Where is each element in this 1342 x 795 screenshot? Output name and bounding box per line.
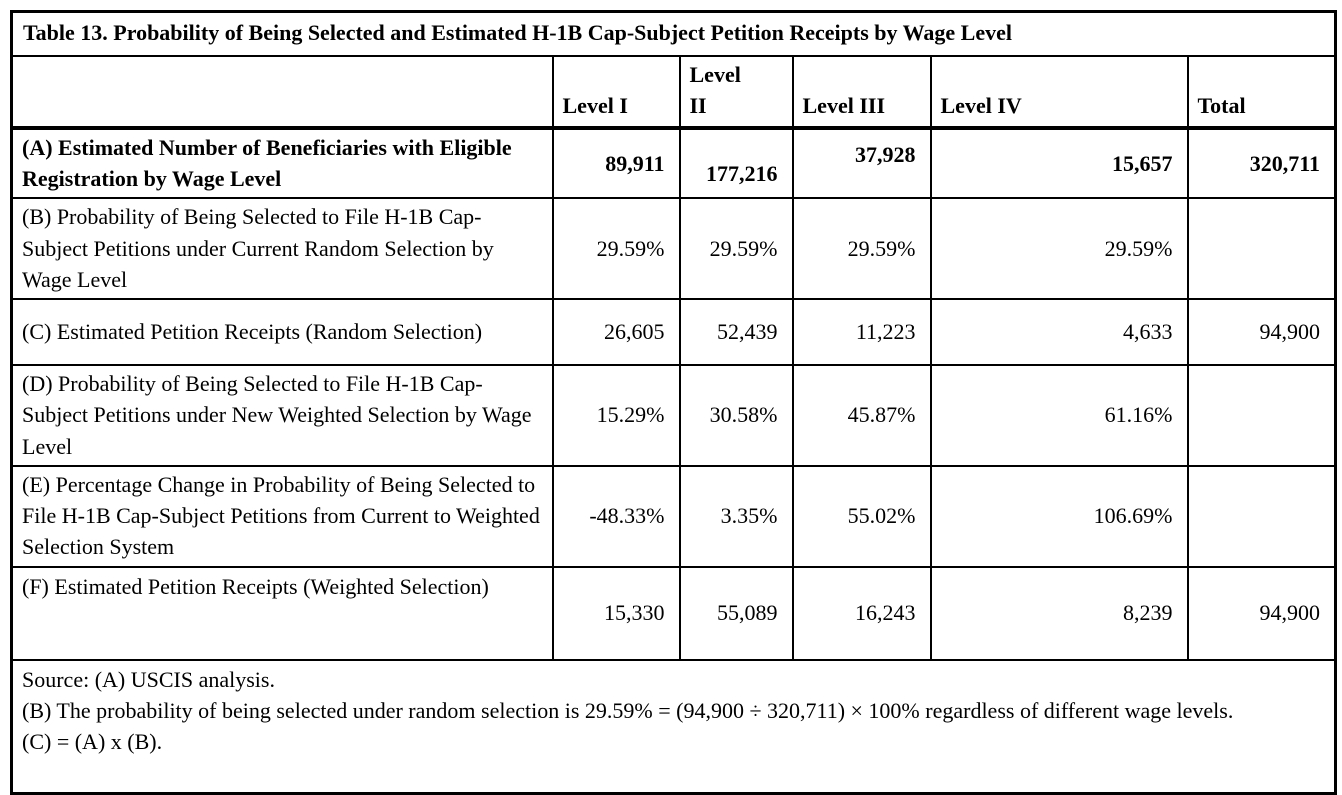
- row-f-total-value: 94,900: [1186, 565, 1337, 661]
- column-header-level-iv: Level IV: [929, 54, 1189, 130]
- row-c-level-iv-value: 4,633: [929, 298, 1189, 367]
- row-d-level-ii-value: 30.58%: [678, 364, 794, 467]
- row-a-level-i-value: 89,911: [551, 126, 681, 200]
- row-b-level-iv-value: 29.59%: [929, 197, 1189, 301]
- row-f-level-iv-value: 8,239: [929, 565, 1189, 661]
- source-line-1: Source: (A) USCIS analysis.: [22, 666, 275, 692]
- row-f-level-i-value: 15,330: [551, 565, 681, 661]
- row-a-level-ii-value: 177,216: [678, 126, 794, 200]
- row-d-total-value: [1186, 364, 1337, 467]
- row-e-level-iii-value: 55.02%: [791, 464, 932, 568]
- row-b-total-value: [1186, 197, 1337, 301]
- source-line-2: (B) The probability of being selected un…: [22, 697, 1234, 723]
- column-header-level-i: Level I: [551, 54, 681, 130]
- row-a-level-iv-value: 15,657: [929, 126, 1189, 200]
- row-a-level-iii-value: 37,928: [791, 126, 932, 200]
- row-b-level-i-value: 29.59%: [551, 197, 681, 301]
- row-e-level-i-value: -48.33%: [551, 464, 681, 568]
- table-header-row: Level I Level II Level III Level IV Tota…: [10, 54, 1337, 130]
- table-row-e: (E) Percentage Change in Probability of …: [10, 464, 1337, 568]
- row-b-level-iii-value: 29.59%: [791, 197, 932, 301]
- table-row-d: (D) Probability of Being Selected to Fil…: [10, 364, 1337, 467]
- column-header-level-iii: Level III: [791, 54, 932, 130]
- row-d-level-iii-value: 45.87%: [791, 364, 932, 467]
- row-a-total-value: 320,711: [1186, 126, 1337, 200]
- row-f-label: (F) Estimated Petition Receipts (Weighte…: [10, 565, 554, 661]
- row-e-level-iv-value: 106.69%: [929, 464, 1189, 568]
- row-d-label: (D) Probability of Being Selected to Fil…: [10, 364, 554, 467]
- row-c-level-i-value: 26,605: [551, 298, 681, 367]
- table-row-b: (B) Probability of Being Selected to Fil…: [10, 197, 1337, 301]
- source-line-3: (C) = (A) x (B).: [22, 729, 163, 755]
- row-f-level-iii-value: 16,243: [791, 565, 932, 661]
- row-c-label: (C) Estimated Petition Receipts (Random …: [10, 298, 554, 367]
- column-header-level-ii-label: Level II: [689, 61, 741, 118]
- row-b-level-ii-value: 29.59%: [678, 197, 794, 301]
- row-e-total-value: [1186, 464, 1337, 568]
- header-cell-empty: [10, 54, 554, 130]
- row-f-level-ii-value: 55,089: [678, 565, 794, 661]
- source-note: Source: (A) USCIS analysis. (B) The prob…: [10, 658, 1337, 795]
- row-e-level-ii-value: 3.35%: [678, 464, 794, 568]
- row-a-label: (A) Estimated Number of Beneficiaries wi…: [10, 126, 554, 200]
- table-title: Table 13. Probability of Being Selected …: [10, 10, 1337, 57]
- table-row-f: (F) Estimated Petition Receipts (Weighte…: [10, 565, 1337, 661]
- table-row-c: (C) Estimated Petition Receipts (Random …: [10, 298, 1337, 367]
- row-c-total-value: 94,900: [1186, 298, 1337, 367]
- table-13: Table 13. Probability of Being Selected …: [10, 10, 1337, 795]
- row-b-label: (B) Probability of Being Selected to Fil…: [10, 197, 554, 301]
- row-d-level-i-value: 15.29%: [551, 364, 681, 467]
- table-title-row: Table 13. Probability of Being Selected …: [10, 10, 1337, 57]
- row-e-label: (E) Percentage Change in Probability of …: [10, 464, 554, 568]
- table-row-a: (A) Estimated Number of Beneficiaries wi…: [10, 126, 1337, 200]
- row-c-level-iii-value: 11,223: [791, 298, 932, 367]
- row-c-level-ii-value: 52,439: [678, 298, 794, 367]
- column-header-level-ii: Level II: [678, 54, 794, 130]
- row-d-level-iv-value: 61.16%: [929, 364, 1189, 467]
- column-header-total: Total: [1186, 54, 1337, 130]
- table-source-row: Source: (A) USCIS analysis. (B) The prob…: [10, 658, 1337, 795]
